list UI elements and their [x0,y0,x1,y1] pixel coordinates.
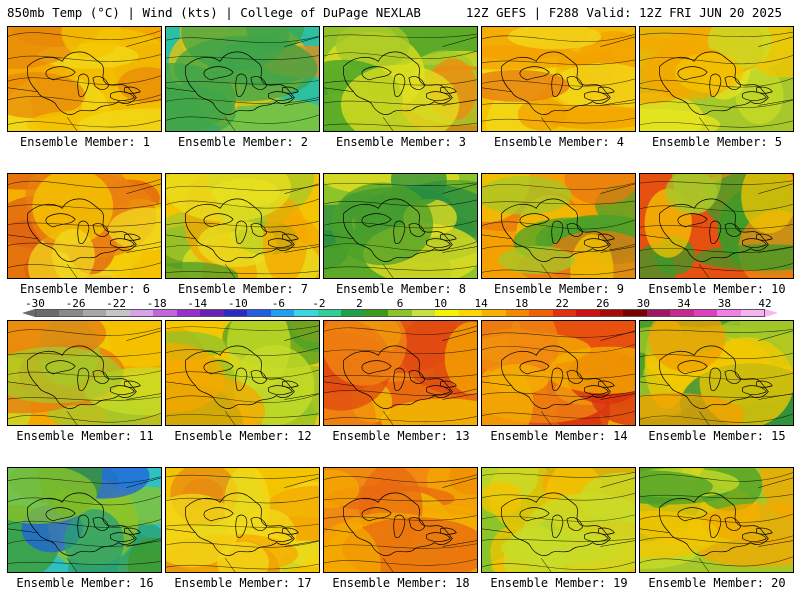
ensemble-member-label: Ensemble Member: 15 [648,429,786,443]
ensemble-member-label: Ensemble Member: 8 [335,282,467,296]
ensemble-panel-11 [7,320,162,426]
colorbar-segment [482,310,506,316]
ensemble-member-label: Ensemble Member: 19 [490,576,628,590]
ensemble-panel-2 [165,26,320,132]
ensemble-member-label: Ensemble Member: 12 [174,429,312,443]
ensemble-panel-13 [323,320,478,426]
ensemble-panel-10 [639,173,794,279]
colorbar-segment [364,310,389,316]
colorbar-segment [36,310,60,316]
ensemble-panel-1 [7,26,162,132]
colorbar-tick-label: 14 [474,297,488,310]
ensemble-member-label: Ensemble Member: 16 [16,576,154,590]
colorbar-tick-label: 2 [356,297,363,310]
colorbar-bar [35,309,765,317]
colorbar-segment [153,310,177,316]
ensemble-panel-5 [639,26,794,132]
ensemble-member-label: Ensemble Member: 10 [648,282,786,296]
colorbar-tick-label: -6 [271,297,285,310]
colorbar-segment [411,310,436,316]
colorbar-segment [576,310,600,316]
colorbar-tick-label: 34 [677,297,691,310]
ensemble-panel-12 [165,320,320,426]
colorbar-tick-label: 10 [433,297,448,310]
colorbar-tick-label: 6 [396,297,404,310]
colorbar-segment [106,310,130,316]
colorbar-tick-label: 22 [555,297,569,310]
ensemble-member-label: Ensemble Member: 13 [332,429,470,443]
ensemble-panel-6 [7,173,162,279]
colorbar-tick-label: 38 [717,297,732,310]
ensemble-panel-20 [639,467,794,573]
ensemble-member-label: Ensemble Member: 14 [490,429,628,443]
colorbar-tick-label: -26 [65,297,86,310]
colorbar-tick-label: 26 [596,297,610,310]
colorbar-segment [200,310,224,316]
colorbar-tick-label: -10 [227,297,248,310]
ensemble-panel-3 [323,26,478,132]
colorbar-right-arrow [765,309,778,317]
ensemble-member-label: Ensemble Member: 11 [16,429,154,443]
colorbar-segment [740,310,765,316]
ensemble-member-label: Ensemble Member: 7 [177,282,309,296]
ensemble-member-label: Ensemble Member: 1 [19,135,151,149]
ensemble-member-label: Ensemble Member: 2 [177,135,309,149]
product-title: 850mb Temp (°C) | Wind (kts) | College o… [7,5,421,20]
ensemble-panel-9 [481,173,636,279]
colorbar-segment [623,310,647,316]
ensemble-member-label: Ensemble Member: 3 [335,135,467,149]
colorbar-tick-label: 18 [515,297,529,310]
header: 850mb Temp (°C) | Wind (kts) | College o… [0,0,800,22]
colorbar-tick-label: 30 [636,297,650,310]
colorbar-segment [646,310,671,316]
colorbar-segment [294,310,318,316]
ensemble-panel-14 [481,320,636,426]
ensemble-panel-18 [323,467,478,573]
colorbar-tick-label: 42 [758,297,772,310]
temperature-colorbar: -30 -26 -22 -18 -14 -10 -6 -2 2 6 10 14 18 22 26 30 34 38… [0,297,800,321]
colorbar-segment [59,310,83,316]
ensemble-member-label: Ensemble Member: 17 [174,576,312,590]
colorbar-tick-label: -14 [187,297,208,310]
colorbar-segment [270,310,295,316]
colorbar-segment [176,310,201,316]
ensemble-panel-17 [165,467,320,573]
colorbar-segment [435,310,459,316]
colorbar-segment [599,310,624,316]
colorbar-segment [247,310,271,316]
colorbar-segment [693,310,718,316]
colorbar-tick-label: -30 [25,297,45,310]
colorbar-segment [670,310,694,316]
colorbar-segment [317,310,342,316]
colorbar-segment [458,310,483,316]
colorbar-segment [529,310,553,316]
colorbar-segment [505,310,530,316]
ensemble-panel-7 [165,173,320,279]
ensemble-panel-8 [323,173,478,279]
ensemble-member-label: Ensemble Member: 4 [493,135,625,149]
run-valid-time: 12Z GEFS | F288 Valid: 12Z FRI JUN 20 20… [465,5,782,20]
ensemble-member-label: Ensemble Member: 5 [651,135,783,149]
colorbar-tick-label: -18 [146,297,167,310]
ensemble-panel-19 [481,467,636,573]
colorbar-left-arrow [22,309,35,317]
ensemble-panel-15 [639,320,794,426]
ensemble-member-label: Ensemble Member: 9 [493,282,625,296]
colorbar-tick-label: -2 [312,297,326,310]
ensemble-panel-4 [481,26,636,132]
colorbar-tick-label: -22 [106,297,127,310]
colorbar-segment [388,310,412,316]
ensemble-panel-16 [7,467,162,573]
colorbar-segment [82,310,107,316]
colorbar-segment [223,310,248,316]
colorbar-segment [552,310,577,316]
ensemble-member-label: Ensemble Member: 20 [648,576,786,590]
ensemble-member-label: Ensemble Member: 18 [332,576,470,590]
colorbar-segment [717,310,741,316]
colorbar-segment [129,310,154,316]
ensemble-member-label: Ensemble Member: 6 [19,282,151,296]
colorbar-segment [341,310,365,316]
